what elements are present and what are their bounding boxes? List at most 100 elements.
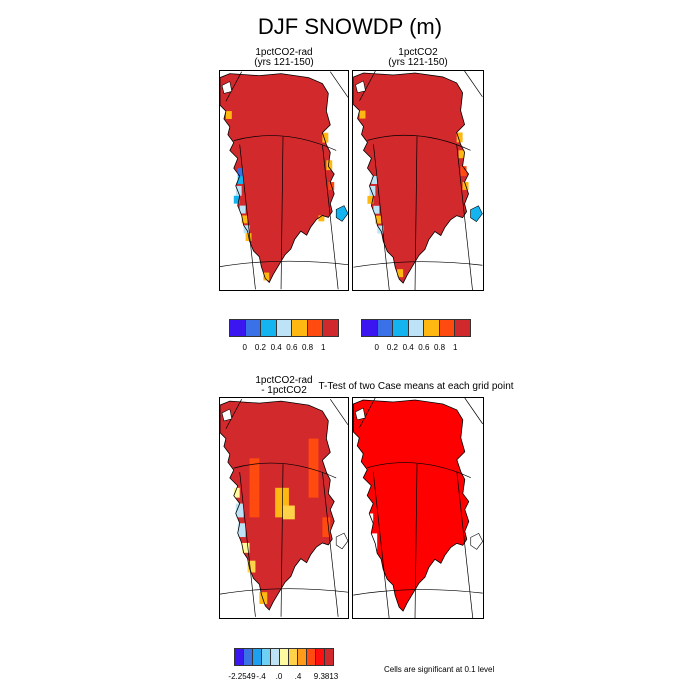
colorbar-3-ticks: -2.2549 -.4 .0 .4 9.3813 xyxy=(228,672,338,682)
greenland-field xyxy=(353,72,469,284)
latitude-line xyxy=(353,261,483,268)
longitude-line xyxy=(280,464,284,617)
colorbar-2-swatch xyxy=(377,320,394,336)
panel-title-1-line2: (yrs 121-150) xyxy=(254,57,314,68)
island xyxy=(354,407,366,421)
longitude-line xyxy=(329,399,348,425)
coastal-cell xyxy=(371,176,378,184)
longitude-line xyxy=(464,71,483,97)
map-panel-3 xyxy=(219,397,349,619)
colorbar-1-tick-label: 0.4 xyxy=(270,343,282,352)
panel-title-3: 1pctCO2-rad - 1pctCO2 xyxy=(219,376,349,396)
coastal-cell xyxy=(375,215,382,224)
colorbar-1-tick-label: 1 xyxy=(321,343,326,352)
significance-note: Cells are significant at 0.1 level xyxy=(384,665,495,674)
colorbar-2-swatch xyxy=(393,320,409,336)
longitude-line xyxy=(359,71,376,101)
island xyxy=(355,80,366,94)
colorbar-3-swatch xyxy=(244,649,253,665)
longitude-line xyxy=(456,144,473,290)
panel-title-2-line2: (yrs 121-150) xyxy=(388,57,448,68)
colorbar-3-swatch xyxy=(316,649,325,665)
coastal-cell xyxy=(458,150,465,159)
coastline xyxy=(220,73,335,284)
coastal-cell xyxy=(237,168,244,177)
coastline xyxy=(353,72,470,284)
colorbar-3-swatch xyxy=(307,649,316,665)
map-4-svg xyxy=(353,398,483,618)
colorbar-2-ticks: 0 0.2 0.4 0.6 0.8 1 xyxy=(361,343,471,353)
map-1-svg xyxy=(220,71,348,290)
latitude-line xyxy=(220,260,348,267)
coastal-cell xyxy=(283,505,295,520)
coastal-cell xyxy=(233,195,240,204)
colorbar-3-tick-label: .0 xyxy=(275,672,283,681)
latitude-line xyxy=(220,588,348,595)
latitude-line xyxy=(367,462,471,478)
colorbar-1-swatch xyxy=(292,320,308,336)
colorbar-1-swatch xyxy=(230,320,246,336)
colorbar-2-tick-label: 0.6 xyxy=(418,343,430,352)
colorbar-3-tick-label: -.4 xyxy=(256,672,266,681)
latitude-line xyxy=(367,134,471,151)
coastal-cell xyxy=(239,205,246,214)
coastal-cell xyxy=(237,523,246,538)
coastal-cell xyxy=(308,438,319,498)
coastal-cell xyxy=(235,185,242,196)
colorbar-3-tick-label: 9.3813 xyxy=(313,672,339,681)
longitude-line xyxy=(322,472,339,617)
coastal-cell xyxy=(263,272,270,281)
colorbar-3-tick-label: .4 xyxy=(294,672,302,681)
longitude-line xyxy=(358,398,376,429)
coastal-cell xyxy=(326,160,333,171)
colorbar-2-tick-label: 0.8 xyxy=(434,343,446,352)
colorbar-1-tick-label: 0 xyxy=(242,343,247,352)
colorbar-2 xyxy=(361,319,471,337)
longitude-line xyxy=(239,144,256,290)
coastal-cell xyxy=(249,458,260,518)
island xyxy=(221,408,233,422)
colorbar-3-swatch xyxy=(325,649,333,665)
colorbar-3 xyxy=(234,648,334,666)
island-field xyxy=(335,205,348,222)
coastal-cell xyxy=(241,542,250,553)
panel-title-1-line1: 1pctCO2-rad xyxy=(255,47,313,58)
coastal-cell xyxy=(259,592,268,604)
longitude-line xyxy=(239,472,256,617)
coastal-cell xyxy=(322,517,331,538)
greenland-field xyxy=(220,73,335,283)
latitude-line xyxy=(353,589,483,596)
panel-title-2-line1: 1pctCO2 xyxy=(398,47,438,58)
coastline xyxy=(353,399,470,612)
colorbar-1-swatch xyxy=(245,320,262,336)
coastal-cell xyxy=(367,533,378,550)
coastal-cell xyxy=(456,132,463,143)
colorbar-1-tick-label: 0.6 xyxy=(286,343,298,352)
island-field xyxy=(470,532,483,550)
colorbar-1-swatch xyxy=(276,320,293,336)
coastal-cell xyxy=(322,132,329,143)
coastal-cell xyxy=(460,166,467,177)
island xyxy=(221,81,233,94)
colorbar-3-tick-label: -2.2549 xyxy=(228,672,256,681)
coastline xyxy=(220,400,335,611)
longitude-line xyxy=(456,471,474,618)
colorbar-1-swatch xyxy=(323,320,339,336)
colorbar-1-swatch xyxy=(261,320,277,336)
longitude-line xyxy=(322,144,339,290)
colorbar-2-swatch xyxy=(439,320,456,336)
longitude-line xyxy=(225,399,242,429)
longitude-line xyxy=(464,398,483,425)
coastal-cell xyxy=(247,560,256,573)
colorbar-3-swatch xyxy=(271,649,280,665)
coastal-cell xyxy=(235,503,244,518)
colorbar-2-tick-label: 0.4 xyxy=(402,343,414,352)
colorbar-2-tick-label: 0.2 xyxy=(386,343,398,352)
colorbar-3-swatch xyxy=(253,649,262,665)
coastal-cell xyxy=(369,185,376,196)
colorbar-1-tick-label: 0.8 xyxy=(302,343,314,352)
colorbar-3-swatch xyxy=(280,649,289,665)
greenland-field xyxy=(353,399,469,612)
longitude-line xyxy=(372,471,390,618)
coastal-cell xyxy=(233,487,240,498)
